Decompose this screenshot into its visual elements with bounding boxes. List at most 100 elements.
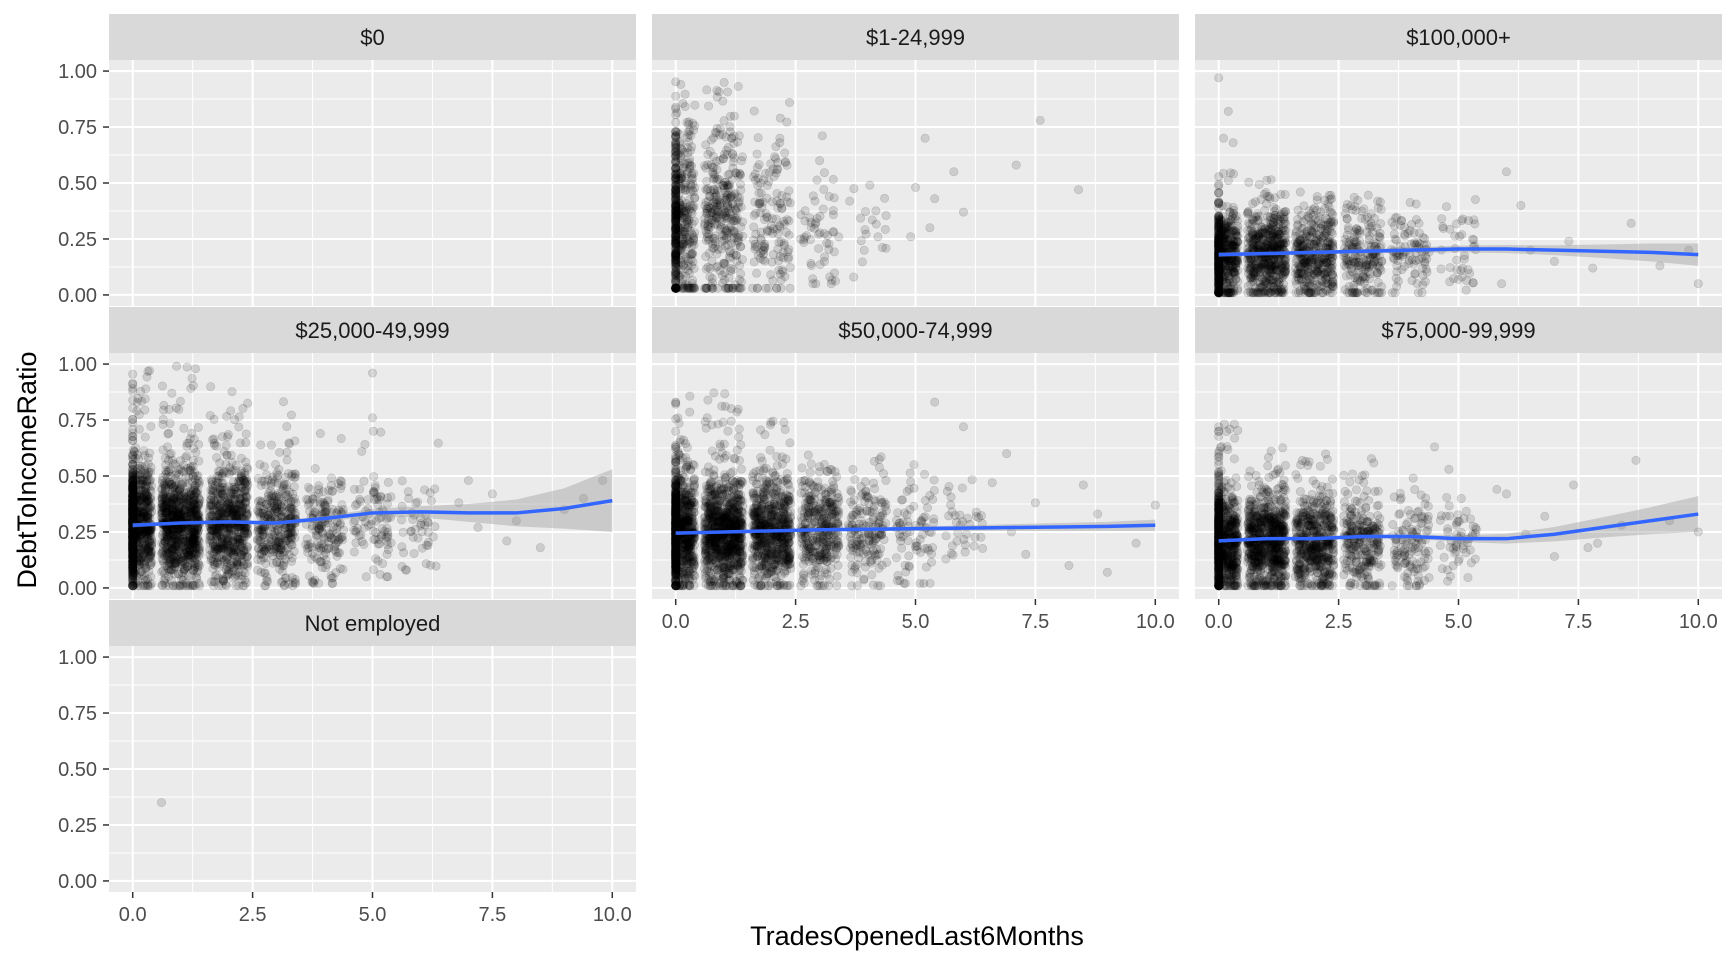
data-point [762, 284, 770, 292]
data-point [723, 88, 731, 96]
data-point [191, 486, 199, 494]
data-point [850, 185, 858, 193]
data-point [174, 570, 182, 578]
data-point [707, 136, 715, 144]
data-point [830, 269, 838, 277]
data-point [1326, 195, 1334, 203]
data-point [845, 197, 853, 205]
data-point [728, 176, 736, 184]
data-point [761, 257, 769, 265]
data-point [164, 429, 172, 437]
data-point [756, 198, 764, 206]
data-point [129, 557, 137, 565]
data-point [1404, 229, 1412, 237]
data-point [1437, 265, 1445, 273]
data-point [1246, 227, 1254, 235]
data-point [175, 509, 183, 517]
data-point [1275, 239, 1283, 247]
data-point [709, 163, 717, 171]
data-point [737, 203, 745, 211]
data-point [1249, 216, 1257, 224]
data-point [691, 101, 699, 109]
data-point [1308, 288, 1316, 296]
data-point [129, 506, 137, 514]
data-point [1255, 180, 1263, 188]
data-point [187, 512, 195, 520]
data-point [708, 284, 716, 292]
data-point [720, 181, 728, 189]
data-point [809, 192, 817, 200]
data-point [737, 270, 745, 278]
data-point [1627, 219, 1635, 227]
data-point [881, 225, 889, 233]
data-point [1362, 288, 1370, 296]
facet-strip-label: $1-24,999 [866, 25, 965, 50]
data-point [183, 363, 191, 371]
data-point [1294, 206, 1302, 214]
data-point [1418, 264, 1426, 272]
data-point [754, 133, 762, 141]
data-point [672, 260, 680, 268]
data-point [703, 86, 711, 94]
data-point [1254, 243, 1262, 251]
data-point [860, 246, 868, 254]
data-point [1349, 281, 1357, 289]
data-point [171, 471, 179, 479]
data-point [147, 422, 155, 430]
data-point [1373, 270, 1381, 278]
data-point [1469, 279, 1477, 287]
data-point [1215, 288, 1223, 296]
data-point [159, 415, 167, 423]
data-point [1457, 266, 1465, 274]
data-point [686, 250, 694, 258]
data-point [727, 222, 735, 230]
data-point [1446, 263, 1454, 271]
data-point [1304, 262, 1312, 270]
data-point [1415, 219, 1423, 227]
data-point [750, 258, 758, 266]
data-point [194, 423, 202, 431]
data-point [704, 102, 712, 110]
data-point [1497, 280, 1505, 288]
data-point [829, 206, 837, 214]
data-point [721, 242, 729, 250]
data-point [1036, 116, 1044, 124]
data-point [708, 274, 716, 282]
data-point [186, 533, 194, 541]
data-point [1224, 107, 1232, 115]
data-point [163, 526, 171, 534]
data-point [1393, 213, 1401, 221]
data-point [776, 134, 784, 142]
data-point [158, 568, 166, 576]
data-point [784, 253, 792, 261]
data-point [814, 244, 822, 252]
data-point [168, 389, 176, 397]
data-point [1296, 230, 1304, 238]
data-point [187, 384, 195, 392]
data-point [1215, 213, 1223, 221]
data-point [1217, 226, 1225, 234]
data-point [713, 175, 721, 183]
data-point [726, 122, 734, 130]
data-point [1012, 161, 1020, 169]
data-point [772, 142, 780, 150]
data-point [161, 487, 169, 495]
data-point [1264, 279, 1272, 287]
data-point [706, 147, 714, 155]
data-point [1305, 280, 1313, 288]
data-point [1565, 237, 1573, 245]
data-point [1215, 199, 1223, 207]
data-point [1314, 216, 1322, 224]
data-point [759, 246, 767, 254]
data-point [1656, 262, 1664, 270]
data-point [1377, 205, 1385, 213]
data-point [720, 193, 728, 201]
data-point [1354, 196, 1362, 204]
data-point [129, 432, 137, 440]
data-point [1219, 134, 1227, 142]
data-point [829, 227, 837, 235]
data-point [818, 132, 826, 140]
data-point [138, 537, 146, 545]
data-point [1215, 245, 1223, 253]
data-point [140, 447, 148, 455]
